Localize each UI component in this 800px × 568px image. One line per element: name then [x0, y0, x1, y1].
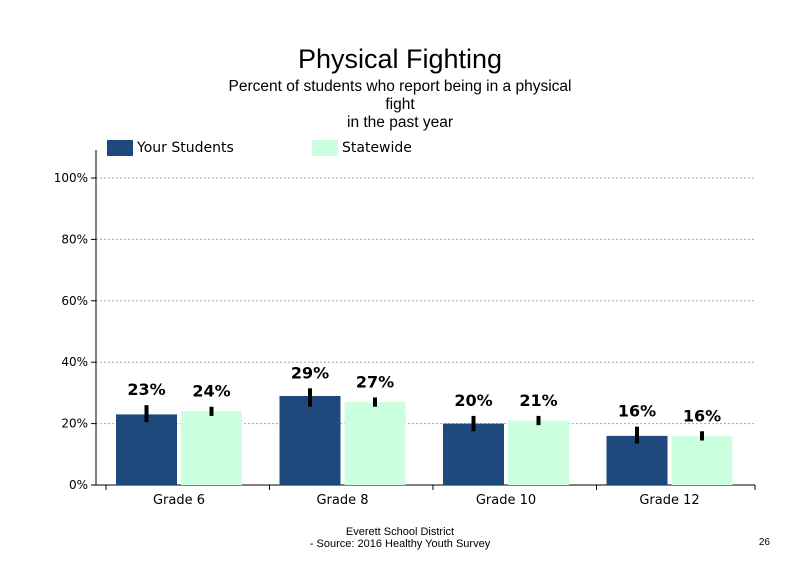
data-label: 24%: [192, 382, 230, 401]
legend-item-your-students: Your Students: [107, 140, 234, 156]
data-label: 16%: [683, 406, 721, 425]
y-tick-label: 80%: [61, 232, 88, 246]
data-label: 29%: [291, 363, 329, 382]
bar: [606, 435, 668, 485]
bar: [181, 411, 242, 485]
bar: [443, 423, 504, 485]
bar: [279, 395, 341, 485]
legend-item-statewide: Statewide: [312, 140, 412, 156]
data-label: 23%: [127, 380, 165, 399]
footer-district: Everett School District: [345, 526, 455, 538]
x-tick-label: Grade 12: [639, 493, 699, 508]
legend-label-your-students: Your Students: [137, 140, 234, 156]
data-label: 27%: [356, 373, 394, 392]
subtitle-line-1: Percent of students who report being in …: [228, 78, 572, 95]
y-tick-label: 100%: [54, 171, 88, 185]
chart-title: Physical Fighting: [297, 44, 503, 74]
page-number: 26: [758, 537, 770, 548]
x-tick-label: Grade 8: [316, 493, 368, 508]
y-tick-label: 60%: [61, 294, 88, 308]
x-tick-label: Grade 6: [153, 493, 205, 508]
data-label: 20%: [454, 391, 492, 410]
y-tick-label: 40%: [61, 355, 88, 369]
footer: Everett School District - Source: 2016 H…: [250, 526, 550, 550]
footer-source: - Source: 2016 Healthy Youth Survey: [309, 538, 491, 550]
bar: [508, 420, 569, 485]
legend-swatch-your-students: [107, 140, 133, 156]
subtitle-line-2: fight: [385, 96, 415, 113]
chart-subtitle: Percent of students who report being in …: [200, 78, 600, 132]
y-tick-label: 20%: [61, 417, 88, 431]
y-tick-label: 0%: [69, 478, 88, 492]
bar: [116, 414, 177, 485]
data-label: 16%: [618, 402, 656, 421]
legend-swatch-statewide: [312, 140, 338, 156]
data-label: 21%: [519, 391, 557, 410]
bar: [671, 435, 733, 485]
bar: [344, 402, 406, 485]
legend-label-statewide: Statewide: [342, 140, 412, 156]
subtitle-line-3: in the past year: [347, 114, 453, 131]
x-tick-label: Grade 10: [476, 493, 536, 508]
